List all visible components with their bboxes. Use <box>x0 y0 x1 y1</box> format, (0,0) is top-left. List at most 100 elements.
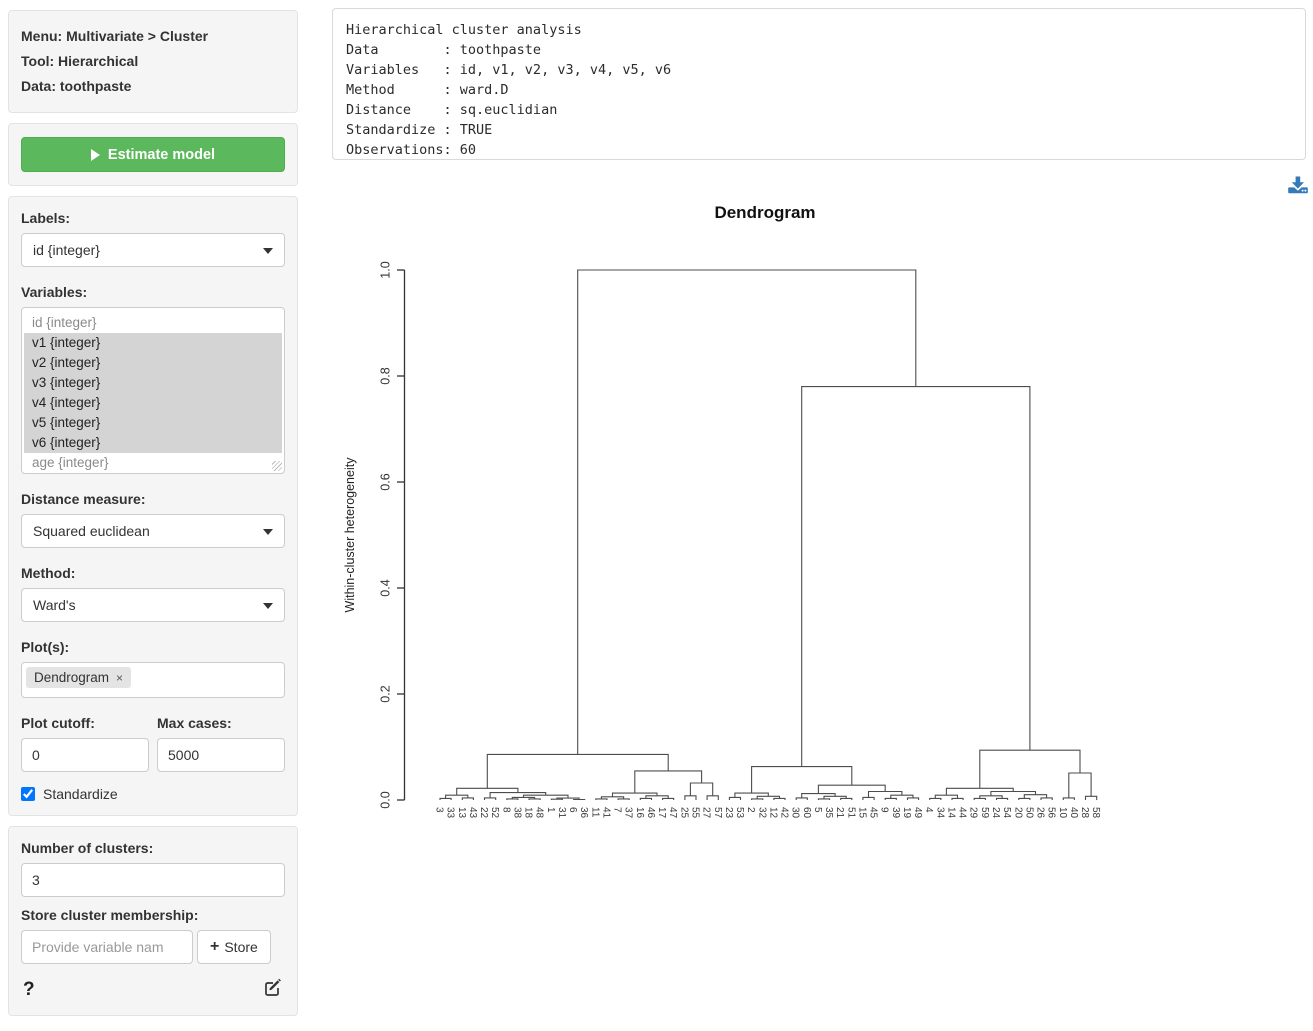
variables-option[interactable]: v3 {integer} <box>24 373 282 393</box>
svg-text:10: 10 <box>1057 807 1068 819</box>
store-label: Store cluster membership: <box>21 907 199 923</box>
svg-text:12: 12 <box>767 807 778 819</box>
pencil-square-icon <box>265 978 281 996</box>
variables-listbox[interactable]: id {integer} v1 {integer} v2 {integer} v3 {… <box>21 307 285 474</box>
distance-group: Distance measure: Squared euclidean <box>21 491 285 548</box>
svg-text:20: 20 <box>1012 807 1023 819</box>
distance-label: Distance measure: <box>21 491 146 507</box>
download-icon <box>1288 176 1308 194</box>
variables-option[interactable]: v4 {integer} <box>24 393 282 413</box>
store-variable-input[interactable] <box>21 930 193 964</box>
svg-text:5: 5 <box>812 807 823 813</box>
svg-text:47: 47 <box>667 807 678 819</box>
svg-text:55: 55 <box>690 807 701 819</box>
svg-text:24: 24 <box>990 807 1001 819</box>
plot-tag-label: Dendrogram <box>34 670 110 685</box>
svg-text:38: 38 <box>511 807 522 819</box>
svg-text:16: 16 <box>634 807 645 819</box>
plot-cutoff-label: Plot cutoff: <box>21 715 95 731</box>
controls-panel: Labels: id {integer} Variables: id {inte… <box>8 196 298 816</box>
variables-group: Variables: id {integer} v1 {integer} v2 {i… <box>21 284 285 474</box>
svg-text:9: 9 <box>879 807 890 813</box>
svg-text:33: 33 <box>445 807 456 819</box>
store-button-label: Store <box>224 939 258 955</box>
variables-option[interactable]: v6 {integer} <box>24 433 282 453</box>
clusters-input[interactable] <box>21 863 285 897</box>
svg-text:0.2: 0.2 <box>378 685 392 702</box>
distance-select[interactable]: Squared euclidean <box>21 514 285 548</box>
standardize-row: Standardize <box>21 786 285 802</box>
resize-handle-icon[interactable] <box>272 461 282 471</box>
svg-text:51: 51 <box>845 807 856 819</box>
svg-text:43: 43 <box>467 807 478 819</box>
svg-text:48: 48 <box>534 807 545 819</box>
variables-option[interactable]: id {integer} <box>32 315 97 330</box>
dendrogram-plot: 3 33 13 43 22 52 8 38 18 48 1 31 6 36 11 41 7 37 16 46 17 47 2… <box>343 203 1101 819</box>
edit-report-button[interactable] <box>264 978 283 1002</box>
max-cases-input[interactable] <box>157 738 285 772</box>
variables-option[interactable]: v2 {integer} <box>24 353 282 373</box>
svg-text:35: 35 <box>823 807 834 819</box>
plots-group: Plot(s): Dendrogram × <box>21 639 285 698</box>
variables-option[interactable]: v1 {integer} <box>24 333 282 353</box>
svg-text:8: 8 <box>500 807 511 813</box>
svg-text:49: 49 <box>912 807 923 819</box>
remove-tag-icon[interactable]: × <box>116 670 124 685</box>
method-select[interactable]: Ward's <box>21 588 285 622</box>
svg-text:31: 31 <box>556 807 567 819</box>
estimate-model-button[interactable]: Estimate model <box>21 137 285 172</box>
svg-text:41: 41 <box>601 807 612 819</box>
variables-option[interactable]: v5 {integer} <box>24 413 282 433</box>
distance-select-value: Squared euclidean <box>33 523 150 539</box>
svg-text:Within-cluster heterogeneity: Within-cluster heterogeneity <box>343 457 357 613</box>
help-button[interactable]: ? <box>23 979 35 1000</box>
chevron-down-icon <box>263 248 273 254</box>
svg-text:30: 30 <box>790 807 801 819</box>
method-select-value: Ward's <box>33 597 76 613</box>
svg-text:56: 56 <box>1046 807 1057 819</box>
plots-label: Plot(s): <box>21 639 70 655</box>
labels-select-value: id {integer} <box>33 242 100 258</box>
svg-text:1.0: 1.0 <box>378 261 392 278</box>
svg-text:4: 4 <box>923 807 934 813</box>
svg-text:34: 34 <box>934 807 945 819</box>
download-plot-button[interactable] <box>1288 176 1308 194</box>
store-button[interactable]: + Store <box>197 930 271 964</box>
svg-text:14: 14 <box>946 807 957 819</box>
plot-cutoff-input[interactable] <box>21 738 149 772</box>
chevron-down-icon <box>263 603 273 609</box>
standardize-checkbox[interactable] <box>21 787 35 801</box>
clusters-group: Number of clusters: <box>21 840 285 897</box>
plus-icon: + <box>210 938 220 955</box>
summary-output-text: Hierarchical cluster analysis Data : too… <box>346 22 672 158</box>
play-icon <box>90 148 100 161</box>
labels-group: Labels: id {integer} <box>21 210 285 267</box>
menu-breadcrumb: Menu: Multivariate > Cluster <box>21 28 209 44</box>
plots-tag-input[interactable]: Dendrogram × <box>21 662 285 698</box>
standardize-label: Standardize <box>43 786 118 802</box>
svg-text:27: 27 <box>701 807 712 819</box>
tool-label: Tool: Hierarchical <box>21 53 139 69</box>
estimate-panel: Estimate model <box>8 123 298 186</box>
variables-option[interactable]: age {integer} <box>32 455 109 470</box>
svg-text:17: 17 <box>656 807 667 819</box>
sidebar: Menu: Multivariate > Cluster Tool: Hiera… <box>8 10 298 1026</box>
svg-text:18: 18 <box>523 807 534 819</box>
svg-text:6: 6 <box>567 807 578 813</box>
svg-text:0.4: 0.4 <box>378 579 392 596</box>
labels-label: Labels: <box>21 210 71 226</box>
svg-text:13: 13 <box>456 807 467 819</box>
svg-text:11: 11 <box>589 807 600 818</box>
svg-text:42: 42 <box>779 807 790 819</box>
svg-text:60: 60 <box>801 807 812 819</box>
svg-text:7: 7 <box>612 807 623 813</box>
svg-text:58: 58 <box>1090 807 1101 819</box>
svg-text:44: 44 <box>957 807 968 819</box>
svg-text:1: 1 <box>545 807 556 813</box>
svg-text:53: 53 <box>734 807 745 819</box>
cluster-store-panel: Number of clusters: Store cluster member… <box>8 826 298 1016</box>
variables-label: Variables: <box>21 284 88 300</box>
svg-text:Dendrogram: Dendrogram <box>714 203 815 222</box>
labels-select[interactable]: id {integer} <box>21 233 285 267</box>
